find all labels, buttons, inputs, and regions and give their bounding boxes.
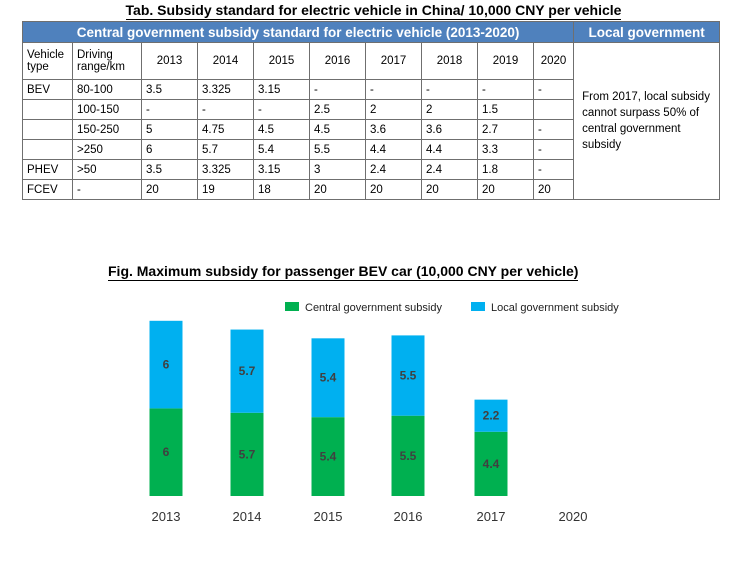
data-label: 5.4 bbox=[320, 371, 337, 385]
table-row: PHEV >50 3.5 3.325 3.15 3 2.4 2.4 1.8 - bbox=[22, 159, 720, 180]
x-tick-label: 2017 bbox=[477, 509, 506, 524]
data-label: 5.4 bbox=[320, 450, 337, 464]
range-cell: >250 bbox=[72, 139, 142, 160]
bar-segment bbox=[230, 412, 264, 496]
data-label: 5.5 bbox=[400, 449, 417, 463]
legend-swatch bbox=[471, 302, 485, 311]
x-tick-label: 2015 bbox=[314, 509, 343, 524]
vehicle-type-cell: BEV bbox=[22, 79, 73, 100]
data-label: 5.7 bbox=[239, 364, 256, 378]
x-tick-label: 2016 bbox=[394, 509, 423, 524]
range-cell: 80-100 bbox=[72, 79, 142, 100]
value-cell: 2.7 bbox=[477, 119, 534, 140]
value-cell: 3.325 bbox=[197, 159, 254, 180]
local-note: From 2017, local subsidy cannot surpass … bbox=[573, 42, 721, 200]
x-tick-label: 2014 bbox=[233, 509, 262, 524]
table-row: >250 6 5.7 5.4 5.5 4.4 4.4 3.3 - bbox=[22, 139, 720, 160]
table-title: Tab. Subsidy standard for electric vehic… bbox=[125, 2, 622, 20]
value-cell: 4.4 bbox=[365, 139, 422, 160]
value-cell: 3.15 bbox=[253, 159, 310, 180]
value-cell: 18 bbox=[253, 179, 310, 200]
col-year: 2017 bbox=[365, 42, 422, 80]
x-tick-label: 2020 bbox=[559, 509, 588, 524]
bar-segment bbox=[230, 329, 264, 413]
data-label: 2.2 bbox=[483, 409, 500, 423]
data-label: 6 bbox=[163, 358, 170, 372]
col-year: 2019 bbox=[477, 42, 534, 80]
bar-segment bbox=[474, 399, 508, 432]
col-year: 2016 bbox=[309, 42, 366, 80]
legend-swatch bbox=[285, 302, 299, 311]
value-cell: 4.75 bbox=[197, 119, 254, 140]
value-cell: - bbox=[532, 79, 575, 100]
value-cell: 20 bbox=[365, 179, 422, 200]
local-header: Local government bbox=[573, 21, 721, 43]
value-cell: 4.4 bbox=[421, 139, 478, 160]
value-cell: 1.8 bbox=[477, 159, 534, 180]
central-header: Central government subsidy standard for … bbox=[21, 21, 575, 43]
value-cell: 20 bbox=[532, 179, 575, 200]
value-cell: 20 bbox=[421, 179, 478, 200]
value-cell: 5.7 bbox=[197, 139, 254, 160]
legend-label: Central government subsidy bbox=[305, 302, 442, 314]
table-row: FCEV - 20 19 18 20 20 20 20 20 bbox=[22, 179, 720, 200]
vehicle-type-cell: FCEV bbox=[22, 179, 73, 200]
data-label: 5.5 bbox=[400, 369, 417, 383]
col-year: 2015 bbox=[253, 42, 310, 80]
bar-segment bbox=[149, 408, 183, 496]
figure-title: Fig. Maximum subsidy for passenger BEV c… bbox=[108, 263, 579, 281]
bar-segment bbox=[311, 338, 345, 418]
bar-segment bbox=[311, 417, 345, 496]
range-cell: - bbox=[72, 179, 142, 200]
col-year: 2014 bbox=[197, 42, 254, 80]
bar-segment bbox=[391, 335, 425, 416]
value-cell: 2.4 bbox=[421, 159, 478, 180]
value-cell: 19 bbox=[197, 179, 254, 200]
col-vehicle-type: Vehicle type bbox=[22, 42, 73, 80]
data-label: 5.7 bbox=[239, 447, 256, 461]
x-tick-label: 2013 bbox=[152, 509, 181, 524]
bar-segment bbox=[391, 415, 425, 496]
bar-segment bbox=[474, 431, 508, 496]
data-label: 4.4 bbox=[483, 457, 500, 471]
table-header-row: Central government subsidy standard for … bbox=[21, 21, 721, 43]
legend-label: Local government subsidy bbox=[491, 302, 619, 314]
data-label: 6 bbox=[163, 445, 170, 459]
bar-segment bbox=[149, 320, 183, 409]
subsidy-table: Central government subsidy standard for … bbox=[21, 21, 721, 200]
value-cell: 5.4 bbox=[253, 139, 310, 160]
